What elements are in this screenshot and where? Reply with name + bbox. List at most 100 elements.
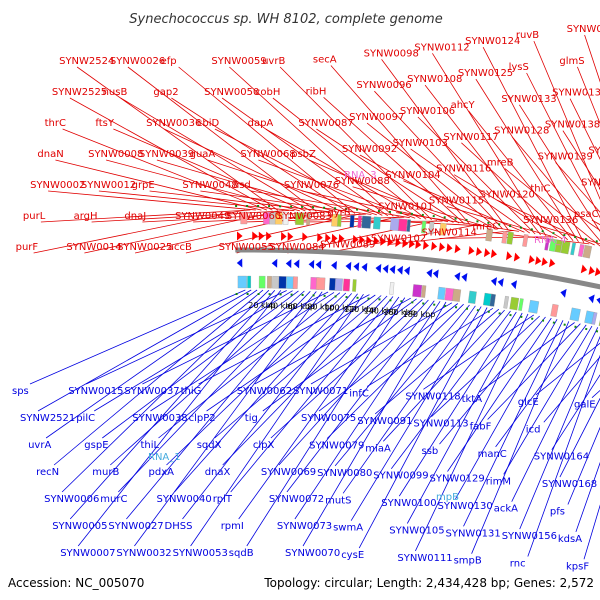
rna-label[interactable]: RNA_4 bbox=[534, 235, 567, 246]
gene-label[interactable]: SYNW0133 bbox=[501, 94, 556, 105]
gene-label[interactable]: SYNW0080 bbox=[317, 468, 372, 479]
gene-label[interactable]: SYNW0012 bbox=[81, 180, 136, 191]
gene-label[interactable]: SYNW0125 bbox=[458, 68, 513, 79]
gene-label[interactable]: SYNW0072 bbox=[269, 494, 324, 505]
gene-label[interactable]: SYNW0006 bbox=[44, 494, 99, 505]
gene-label[interactable]: asd bbox=[233, 180, 251, 191]
gene-label[interactable]: SYNW0005 bbox=[52, 521, 107, 532]
gene-label[interactable]: ribH bbox=[306, 86, 327, 97]
gene-label[interactable]: gspE bbox=[84, 440, 108, 451]
gene-label[interactable]: SYNW0040 bbox=[157, 494, 212, 505]
gene-label[interactable]: tktA bbox=[462, 394, 483, 405]
gene-label[interactable]: gap2 bbox=[153, 87, 178, 98]
gene-label[interactable]: SYNW2521 bbox=[20, 413, 75, 424]
gene-label[interactable]: SYNW0079 bbox=[309, 441, 364, 452]
gene-label[interactable]: murB bbox=[92, 467, 119, 478]
gene-label[interactable]: glcE bbox=[518, 397, 539, 408]
gene-label[interactable]: kpsF bbox=[566, 561, 589, 572]
gene-label[interactable]: SYNW2525 bbox=[52, 87, 107, 98]
gene-label[interactable]: sps bbox=[12, 386, 29, 397]
gene-label[interactable]: dnaX bbox=[205, 467, 231, 478]
gene-label[interactable]: SYNW0076 bbox=[284, 180, 339, 191]
gene-label[interactable]: rplT bbox=[213, 494, 233, 505]
gene-label[interactable]: guaA bbox=[190, 149, 216, 160]
gene-label[interactable]: SYNW0059 bbox=[211, 56, 266, 67]
gene-label[interactable]: dapA bbox=[248, 118, 274, 129]
gene-label[interactable]: fabF bbox=[470, 422, 492, 433]
gene-label[interactable]: SYNW0060 bbox=[226, 211, 281, 222]
gene-label[interactable]: SYNW0027 bbox=[108, 521, 163, 532]
gene-label[interactable]: mreB bbox=[487, 158, 514, 169]
gene-label[interactable]: ruvB bbox=[516, 30, 539, 41]
gene-label[interactable]: SYNW0114 bbox=[422, 227, 477, 238]
gene-label[interactable]: mutS bbox=[325, 495, 351, 506]
gene-label[interactable]: SYNW0117 bbox=[443, 132, 498, 143]
gene-label[interactable]: SYNW0025 bbox=[117, 242, 172, 253]
gene-label[interactable]: SYNW0116 bbox=[436, 164, 491, 175]
gene-label[interactable]: efp bbox=[161, 56, 177, 67]
gene-label[interactable]: SYNW0048 bbox=[182, 180, 237, 191]
gene-label[interactable]: SYNW0124 bbox=[465, 36, 520, 47]
gene-label[interactable]: argH bbox=[74, 211, 98, 222]
gene-label[interactable]: purF bbox=[16, 242, 39, 253]
gene-label[interactable]: tig bbox=[245, 413, 258, 424]
gene-label[interactable]: smpB bbox=[454, 556, 482, 567]
gene-label[interactable]: SYNW0026 bbox=[110, 56, 165, 67]
gene-label[interactable]: SYNW0120 bbox=[480, 189, 535, 200]
gene-label[interactable]: SYNW0069 bbox=[261, 467, 316, 478]
gene-label[interactable]: sqdB bbox=[229, 548, 254, 559]
gene-label[interactable]: SYNW0138 bbox=[545, 120, 600, 131]
gene-label[interactable]: clpP2 bbox=[189, 413, 216, 424]
gene-label[interactable]: cobH bbox=[255, 87, 280, 98]
gene-label[interactable]: rpmI bbox=[221, 521, 244, 532]
gene-label[interactable]: SYNW0096 bbox=[356, 80, 411, 91]
gene-label[interactable]: SYNW0002 bbox=[30, 180, 85, 191]
gene-label[interactable]: SYNW0091 bbox=[357, 416, 412, 427]
gene-label[interactable]: SYNW0113 bbox=[413, 419, 468, 430]
gene-label[interactable]: cbiD bbox=[197, 118, 220, 129]
gene-label[interactable]: murC bbox=[100, 494, 127, 505]
gene-label[interactable]: SYNW0014 bbox=[66, 242, 121, 253]
gene-label[interactable]: sqdX bbox=[197, 440, 222, 451]
gene-label[interactable]: rimM bbox=[486, 476, 511, 487]
gene-label[interactable]: glmS bbox=[559, 56, 584, 67]
gene-label[interactable]: swmA bbox=[333, 523, 363, 534]
gene-label[interactable]: dnaN bbox=[37, 149, 63, 160]
gene-label[interactable]: SYNW0089 bbox=[320, 240, 375, 251]
gene-label[interactable]: nusB bbox=[103, 87, 128, 98]
gene-label[interactable]: thiG bbox=[181, 386, 202, 397]
gene-label[interactable]: cysE bbox=[341, 550, 364, 561]
gene-label[interactable]: SYNW0106 bbox=[400, 106, 455, 117]
gene-label[interactable]: SYNW0139 bbox=[538, 152, 593, 163]
gene-label[interactable]: SYNW0070 bbox=[285, 548, 340, 559]
gene-label[interactable]: SYNW0112 bbox=[414, 42, 469, 53]
gene-label[interactable]: thiC bbox=[530, 183, 550, 194]
gene-label[interactable]: manC bbox=[478, 449, 507, 460]
gene-label[interactable]: psaC bbox=[574, 209, 599, 220]
rna-label[interactable]: mpB bbox=[436, 492, 459, 503]
gene-label[interactable]: SYNW0156 bbox=[502, 531, 557, 542]
gene-label[interactable]: SYNW0050 bbox=[204, 87, 259, 98]
gene-label[interactable]: SYNW0103 bbox=[393, 138, 448, 149]
gene-label[interactable]: pilC bbox=[76, 413, 95, 424]
gene-label[interactable]: clpX bbox=[253, 440, 275, 451]
gene-label[interactable]: SYNW0100 bbox=[381, 498, 436, 509]
gene-label[interactable]: SYNW0088 bbox=[335, 176, 390, 187]
gene-label[interactable]: DHSS bbox=[165, 521, 193, 532]
gene-label[interactable]: SYNW0111 bbox=[397, 553, 452, 564]
gene-label[interactable]: SYNW0071 bbox=[293, 386, 348, 397]
gene-label[interactable]: dnaJ bbox=[124, 211, 146, 222]
gene-label[interactable]: SYNW0015 bbox=[68, 386, 123, 397]
gene-label[interactable]: rnc bbox=[510, 559, 526, 570]
gene-label[interactable]: SYNW0129 bbox=[430, 474, 485, 485]
gene-label[interactable]: SYNW0083 bbox=[277, 211, 332, 222]
gene-label[interactable]: SYNW0062 bbox=[237, 386, 292, 397]
gene-label[interactable]: accB bbox=[168, 242, 192, 253]
gene-label[interactable]: psbZ bbox=[291, 149, 316, 160]
gene-label[interactable]: SYNW0101 bbox=[378, 202, 433, 213]
gene-label[interactable]: ahcY bbox=[451, 100, 476, 111]
gene-label[interactable]: icd bbox=[526, 424, 541, 435]
gene-label[interactable]: purL bbox=[23, 211, 46, 222]
gene-label[interactable]: SYNW0049 bbox=[175, 211, 230, 222]
gene-label[interactable]: SYNW0087 bbox=[298, 118, 353, 129]
